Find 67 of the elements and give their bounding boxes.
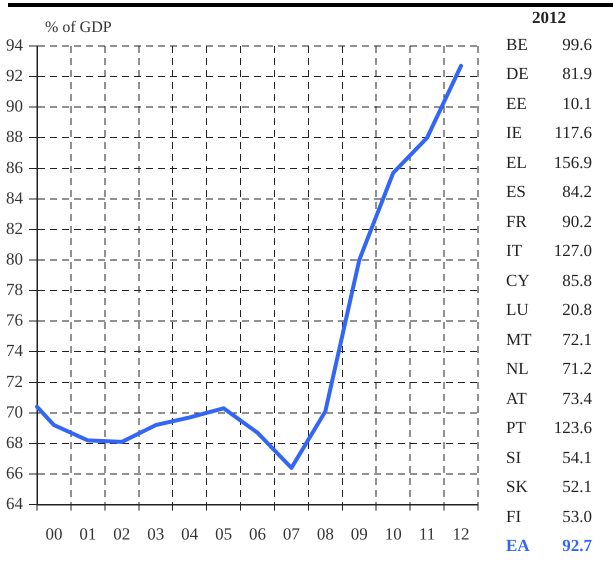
category-label: ES [506, 182, 526, 202]
category-label: EA [506, 536, 530, 556]
x-tick-label: 02 [113, 524, 130, 544]
y-tick-label: 88 [6, 127, 23, 146]
y-tick-label: 82 [6, 218, 23, 238]
data-label: 92.7 [562, 536, 592, 556]
x-tick-label: 08 [316, 524, 334, 544]
x-tick-label: 11 [418, 524, 436, 544]
data-label: 54.1 [562, 448, 592, 468]
data-label: 20.8 [562, 300, 592, 320]
category-label: IT [506, 241, 522, 262]
data-label: 123.6 [554, 418, 592, 438]
data-label: 81.9 [562, 64, 592, 84]
category-label: DE [506, 64, 529, 84]
data-label: 85.8 [562, 270, 592, 291]
y-tick-label: 80 [6, 249, 23, 268]
category-label: SK [506, 477, 528, 498]
data-label: 53.0 [562, 506, 592, 527]
category-label: PT [506, 418, 526, 438]
x-tick-label: 09 [350, 524, 368, 544]
y-tick-label: 86 [6, 158, 23, 177]
data-label: 84.2 [562, 182, 592, 202]
y-tick-label: 90 [6, 96, 23, 116]
x-tick-label: 03 [147, 524, 164, 544]
x-tick-label: 07 [282, 524, 300, 544]
y-tick-label: 84 [6, 188, 24, 208]
data-label: 72.1 [562, 330, 592, 350]
x-tick-label: 00 [45, 524, 62, 544]
category-label: NL [506, 359, 529, 380]
x-tick-label: 05 [215, 524, 232, 544]
y-tick-label: 64 [6, 494, 24, 514]
category-label: EE [506, 94, 527, 114]
data-label: 90.2 [562, 212, 592, 232]
y-tick-label: 92 [6, 66, 23, 86]
x-tick-label: 01 [79, 524, 96, 544]
category-label: FR [506, 212, 527, 232]
category-label: IE [506, 123, 522, 144]
y-tick-label: 74 [6, 341, 24, 360]
x-tick-label: 12 [452, 524, 470, 544]
data-label: 117.6 [554, 123, 592, 144]
category-label: AT [506, 388, 527, 409]
y-axis-title: % of GDP [45, 19, 112, 36]
y-tick-label: 78 [6, 280, 23, 300]
data-label: 52.1 [562, 477, 592, 498]
data-label: 71.2 [562, 359, 592, 380]
data-label: 99.6 [562, 34, 592, 55]
data-label: 127.0 [554, 241, 592, 262]
category-label: LU [506, 300, 529, 320]
y-tick-label: 66 [6, 463, 23, 482]
category-label: CY [506, 270, 530, 291]
data-label: 156.9 [554, 152, 592, 173]
data-label: 10.1 [562, 94, 592, 114]
category-label: FI [506, 506, 522, 527]
y-tick-label: 70 [6, 402, 23, 422]
y-tick-label: 68 [6, 432, 23, 452]
category-label: MT [506, 330, 532, 350]
x-tick-label: 10 [384, 524, 402, 544]
x-tick-label: 04 [181, 524, 199, 544]
x-tick-label: 06 [249, 524, 266, 544]
y-tick-label: 94 [6, 35, 24, 54]
data-label: 73.4 [562, 388, 592, 409]
category-label: SI [506, 448, 522, 468]
category-label: EL [506, 152, 527, 173]
y-tick-label: 76 [6, 310, 23, 330]
y-tick-label: 72 [6, 372, 23, 391]
category-label: BE [506, 34, 528, 55]
text: 2012 [531, 8, 567, 29]
